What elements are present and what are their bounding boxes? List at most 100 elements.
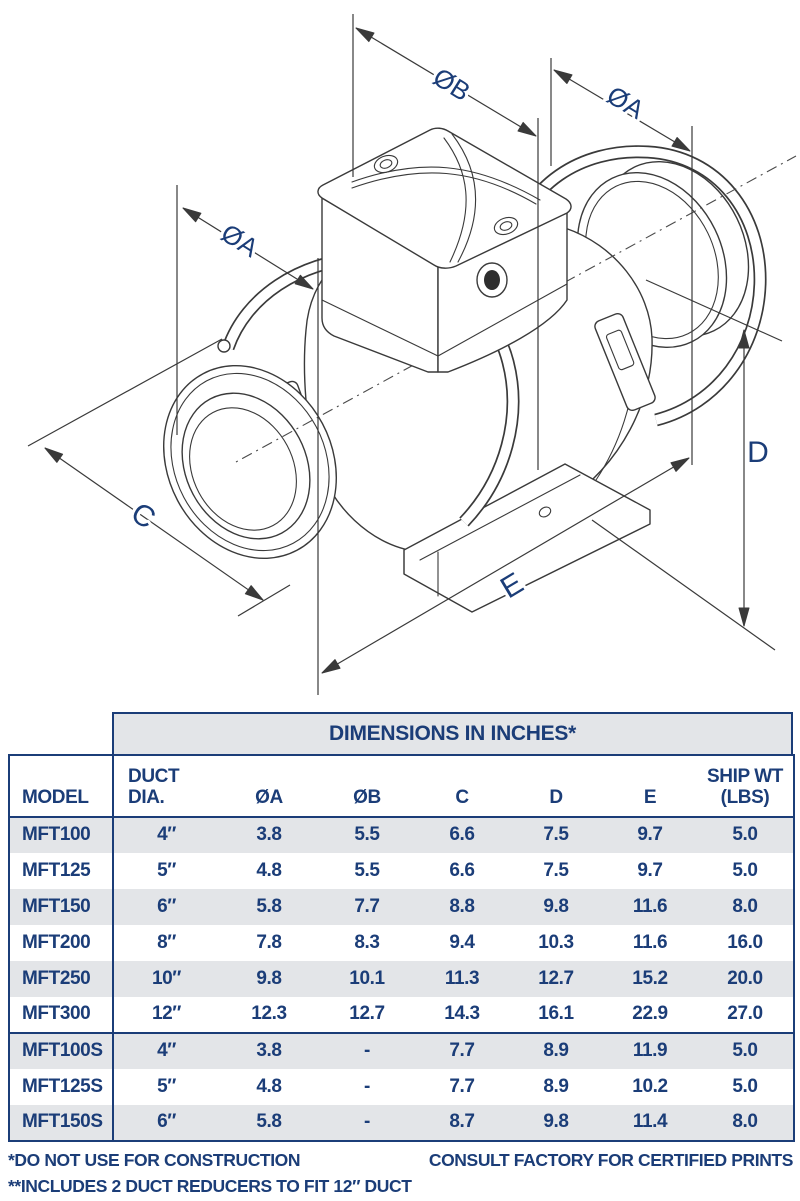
value-cell: 5.0 — [732, 1075, 758, 1097]
table-row: MFT200 8″ 7.8 8.3 9.4 10.3 11.6 16.0 — [9, 924, 794, 961]
model-cell: MFT250 — [9, 960, 114, 997]
value-cell: 5.5 — [354, 824, 380, 845]
value-cell: 14.3 — [444, 1003, 480, 1024]
value-cell: 12.7 — [538, 967, 574, 989]
cable-grommet-icon — [476, 262, 508, 298]
value-cell: 3.8 — [256, 1040, 282, 1061]
dim-label-c: C — [125, 496, 161, 535]
value-cell: 5.8 — [256, 1111, 282, 1132]
centerline — [235, 155, 797, 463]
value-cell: 9.4 — [449, 931, 475, 953]
model-cell: MFT125 — [9, 852, 114, 889]
dim-label-oa-right: ØA — [602, 80, 650, 125]
value-cell: 5″ — [157, 859, 176, 881]
value-cell: 7.7 — [449, 1040, 475, 1061]
value-cell: 11.6 — [632, 895, 668, 917]
col-header-ship-wt: SHIP WT (LBS) — [706, 765, 784, 809]
value-cell: 6.6 — [449, 824, 475, 845]
col-header-ob: ØB — [353, 787, 381, 809]
value-cell: 15.2 — [632, 967, 668, 989]
value-cell: 16.0 — [727, 931, 763, 953]
value-cell: 16.1 — [538, 1003, 574, 1024]
table-row: MFT125S 5″ 4.8 - 7.7 8.9 10.2 5.0 — [9, 1068, 794, 1105]
col-header-d: D — [549, 787, 563, 809]
value-cell: 5.5 — [354, 859, 380, 881]
model-cell: MFT200 — [9, 924, 114, 961]
table-row: MFT100S 4″ 3.8 - 7.7 8.9 11.9 5.0 — [9, 1032, 794, 1069]
value-cell: 7.7 — [449, 1075, 475, 1097]
table-row: MFT150 6″ 5.8 7.7 8.8 9.8 11.6 8.0 — [9, 888, 794, 925]
table-row: MFT125 5″ 4.8 5.5 6.6 7.5 9.7 5.0 — [9, 852, 794, 889]
table-row: MFT300 12″ 12.3 12.7 14.3 16.1 22.9 27.0 — [9, 996, 794, 1033]
value-cell: 8.0 — [732, 895, 758, 917]
dimensions-table-area: DIMENSIONS IN INCHES* MODEL DUCT DIA. ØA… — [8, 712, 795, 1142]
value-cell: 10″ — [151, 967, 182, 989]
table-body: MFT100 4″ 3.8 5.5 6.6 7.5 9.7 5.0 MFT125 5″ 4.8 5.5… — [9, 816, 794, 1141]
value-cell: 9.7 — [637, 859, 663, 881]
value-cell: 12.3 — [251, 1003, 287, 1024]
footnote-reducers: **INCLUDES 2 DUCT REDUCERS TO FIT 12″ DU… — [8, 1176, 412, 1196]
value-cell: 11.9 — [632, 1040, 668, 1061]
value-cell: 7.5 — [543, 859, 569, 881]
value-cell: - — [364, 1075, 370, 1097]
value-cell: 8″ — [157, 931, 176, 953]
model-cell: MFT100S — [9, 1032, 114, 1069]
value-cell: 11.3 — [444, 967, 480, 989]
clamp-latch-right — [594, 312, 656, 412]
value-cell: 8.0 — [732, 1111, 758, 1132]
value-cell: 11.6 — [632, 931, 668, 953]
value-cell: 7.5 — [543, 824, 569, 845]
model-cell: MFT100 — [9, 816, 114, 853]
value-cell: 9.8 — [543, 1111, 569, 1132]
footnote-construction: *DO NOT USE FOR CONSTRUCTION — [8, 1150, 301, 1170]
value-cell: 22.9 — [632, 1003, 668, 1024]
dimension-d: D — [591, 279, 783, 651]
model-cell: MFT125S — [9, 1068, 114, 1105]
col-header-model: MODEL — [9, 754, 114, 817]
table-row: MFT100 4″ 3.8 5.5 6.6 7.5 9.7 5.0 — [9, 816, 794, 853]
clamp-band-right — [505, 145, 767, 427]
value-cell: 4.8 — [256, 1075, 282, 1097]
value-cell: 6″ — [157, 1111, 176, 1132]
fan-technical-drawing: ØB ØA ØA C E D — [27, 14, 797, 695]
footnotes: *DO NOT USE FOR CONSTRUCTION CONSULT FAC… — [8, 1150, 793, 1197]
col-header-duct-dia: DUCT DIA. — [128, 765, 180, 809]
value-cell: 10.1 — [349, 967, 385, 989]
value-cell: 4.8 — [256, 859, 282, 881]
header-row: MODEL DUCT DIA. ØA ØB C D E SHIP WT (LBS… — [9, 754, 794, 817]
value-cell: 8.9 — [543, 1040, 569, 1061]
value-cell: 10.3 — [538, 931, 574, 953]
junction-box — [317, 127, 572, 373]
value-cell: 12″ — [151, 1003, 182, 1024]
value-cell: 8.7 — [449, 1111, 475, 1132]
value-cell: 7.8 — [256, 931, 282, 953]
value-cell: 9.8 — [543, 895, 569, 917]
value-cell: - — [364, 1040, 370, 1061]
screw-hole-icon — [373, 154, 399, 174]
value-cell: 12.7 — [349, 1003, 385, 1024]
col-header-c: C — [455, 787, 469, 809]
dim-label-oa-left: ØA — [216, 218, 264, 264]
value-cell: 20.0 — [727, 967, 763, 989]
value-cell: 5.0 — [732, 859, 758, 881]
model-cell: MFT150 — [9, 888, 114, 925]
model-cell: MFT300 — [9, 996, 114, 1033]
value-cell: 6.6 — [449, 859, 475, 881]
value-cell: 4″ — [157, 1040, 176, 1061]
value-cell: 27.0 — [727, 1003, 763, 1024]
value-cell: 3.8 — [256, 824, 282, 845]
value-cell: - — [364, 1111, 370, 1132]
value-cell: 5″ — [157, 1075, 176, 1097]
value-cell: 4″ — [157, 824, 176, 845]
value-cell: 5.0 — [732, 824, 758, 845]
screw-hole-icon — [493, 216, 519, 236]
dimensions-table: MODEL DUCT DIA. ØA ØB C D E SHIP WT (LBS… — [8, 753, 795, 1142]
table-row: MFT150S 6″ 5.8 - 8.7 9.8 11.4 8.0 — [9, 1104, 794, 1141]
value-cell: 8.8 — [449, 895, 475, 917]
table-title: DIMENSIONS IN INCHES* — [112, 712, 793, 756]
value-cell: 6″ — [157, 895, 176, 917]
col-header-oa: ØA — [255, 787, 283, 809]
value-cell: 7.7 — [354, 895, 380, 917]
model-cell: MFT150S — [9, 1104, 114, 1141]
